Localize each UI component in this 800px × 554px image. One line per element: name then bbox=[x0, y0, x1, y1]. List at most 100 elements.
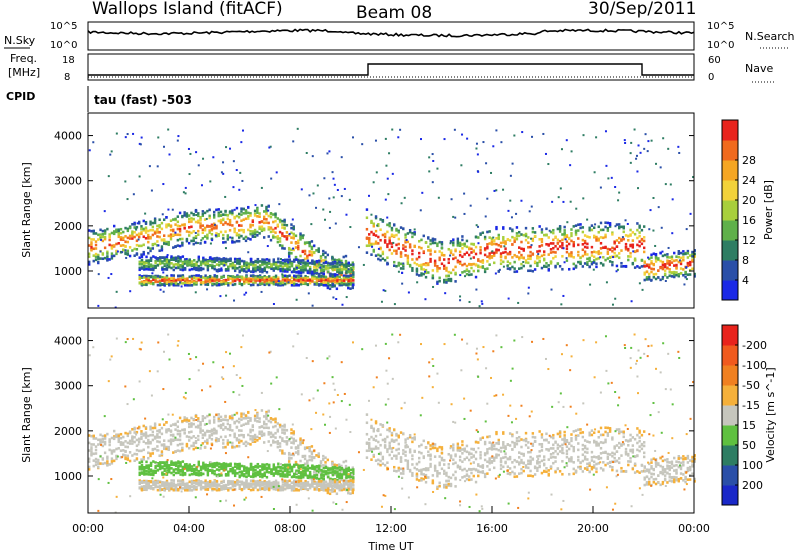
power-echo-cell bbox=[119, 238, 123, 241]
velocity-echo-cell bbox=[302, 472, 305, 475]
power-echo-cell bbox=[224, 268, 228, 271]
power-echo-cell bbox=[599, 228, 603, 232]
velocity-echo-cell bbox=[211, 469, 214, 472]
power-echo-cell bbox=[668, 262, 671, 265]
power-echo-cell bbox=[302, 261, 305, 265]
velocity-echo-cell bbox=[276, 440, 280, 443]
velocity-echo-cell bbox=[231, 414, 234, 418]
power-echo-cell bbox=[324, 281, 328, 284]
power-echo-cell bbox=[176, 220, 180, 224]
velocity-echo-cell bbox=[188, 468, 191, 472]
velocity-echo-cell bbox=[106, 455, 109, 459]
colorbar-swatch bbox=[722, 200, 738, 221]
power-echo-cell bbox=[174, 283, 178, 287]
power-echo-cell bbox=[197, 214, 200, 218]
velocity-echo-cell bbox=[333, 463, 336, 467]
power-echo-cell bbox=[368, 239, 371, 243]
power-echo-cell bbox=[270, 177, 273, 180]
velocity-echo-cell bbox=[253, 419, 257, 422]
power-echo-cell bbox=[149, 223, 152, 226]
power-echo-cell bbox=[286, 279, 289, 283]
power-echo-cell bbox=[652, 252, 655, 256]
power-echo-cell bbox=[533, 268, 537, 271]
power-echo-cell bbox=[622, 265, 625, 268]
power-echo-cell bbox=[466, 137, 469, 140]
power-echo-cell bbox=[589, 283, 592, 286]
velocity-echo-cell bbox=[160, 453, 164, 457]
power-echo-cell bbox=[184, 186, 187, 189]
velocity-echo-cell bbox=[208, 430, 211, 433]
power-echo-cell bbox=[240, 277, 244, 281]
power-echo-cell bbox=[666, 266, 669, 270]
power-echo-cell bbox=[243, 276, 246, 280]
power-echo-cell bbox=[495, 227, 498, 231]
velocity-echo-cell bbox=[153, 422, 157, 426]
power-echo-cell bbox=[263, 280, 266, 283]
power-echo-cell bbox=[422, 263, 425, 266]
power-echo-cell bbox=[370, 213, 373, 216]
velocity-echo-cell bbox=[140, 463, 144, 467]
power-echo-cell bbox=[238, 279, 241, 282]
power-echo-cell bbox=[215, 256, 219, 260]
power-echo-cell bbox=[606, 257, 610, 260]
power-echo-cell bbox=[149, 228, 152, 232]
power-echo-cell bbox=[256, 261, 260, 264]
power-echo-cell bbox=[327, 278, 330, 281]
power-echo-cell bbox=[556, 247, 560, 251]
power-echo-cell bbox=[192, 242, 195, 246]
power-echo-cell bbox=[161, 260, 164, 263]
power-echo-cell bbox=[617, 256, 621, 260]
power-echo-cell bbox=[244, 235, 248, 239]
power-echo-cell bbox=[436, 242, 439, 246]
power-echo-cell bbox=[336, 277, 339, 280]
velocity-echo-cell bbox=[124, 439, 127, 443]
velocity-echo-cell bbox=[342, 460, 345, 464]
power-echo-cell bbox=[142, 253, 145, 256]
power-echo-cell bbox=[399, 262, 403, 266]
power-echo-cell bbox=[270, 264, 273, 268]
velocity-echo-cell bbox=[238, 464, 241, 468]
power-echo-cell bbox=[527, 292, 530, 295]
power-echo-cell bbox=[187, 234, 191, 237]
power-echo-cell bbox=[177, 255, 180, 258]
velocity-echo-cell bbox=[215, 461, 219, 465]
power-echo-cell bbox=[520, 247, 523, 251]
power-echo-cell bbox=[586, 261, 589, 264]
power-echo-cell bbox=[306, 277, 310, 280]
power-echo-cell bbox=[475, 147, 478, 150]
power-echo-cell bbox=[272, 280, 275, 283]
power-echo-cell bbox=[88, 244, 91, 247]
power-echo-cell bbox=[424, 271, 428, 275]
power-echo-cell bbox=[607, 177, 610, 180]
power-echo-cell bbox=[648, 228, 651, 231]
velocity-echo-cell bbox=[147, 434, 150, 438]
velocity-echo-cell bbox=[208, 434, 211, 437]
power-echo-cell bbox=[637, 144, 640, 147]
power-echo-cell bbox=[343, 280, 346, 284]
power-echo-cell bbox=[488, 252, 491, 255]
power-echo-cell bbox=[420, 267, 423, 271]
velocity-echo-cell bbox=[245, 475, 248, 479]
power-echo-cell bbox=[318, 276, 321, 280]
power-echo-cell bbox=[157, 244, 160, 247]
power-echo-cell bbox=[167, 240, 170, 244]
velocity-echo-cell bbox=[153, 424, 157, 427]
power-echo-cell bbox=[558, 230, 562, 233]
velocity-echo-cell bbox=[122, 435, 125, 439]
power-echo-cell bbox=[269, 227, 273, 230]
power-echo-cell bbox=[106, 227, 109, 231]
velocity-echo-cell bbox=[190, 422, 193, 425]
power-echo-cell bbox=[99, 250, 102, 253]
power-echo-cell bbox=[661, 263, 665, 267]
velocity-echo-cell bbox=[115, 457, 118, 461]
power-echo-cell bbox=[247, 251, 250, 254]
velocity-echo-cell bbox=[344, 459, 348, 463]
power-echo-cell bbox=[306, 279, 310, 282]
power-echo-cell bbox=[299, 280, 303, 284]
power-echo-cell bbox=[549, 251, 553, 254]
power-echo-cell bbox=[604, 221, 607, 225]
velocity-echo-cell bbox=[310, 455, 314, 459]
power-echo-cell bbox=[106, 259, 109, 262]
power-echo-cell bbox=[194, 234, 198, 238]
